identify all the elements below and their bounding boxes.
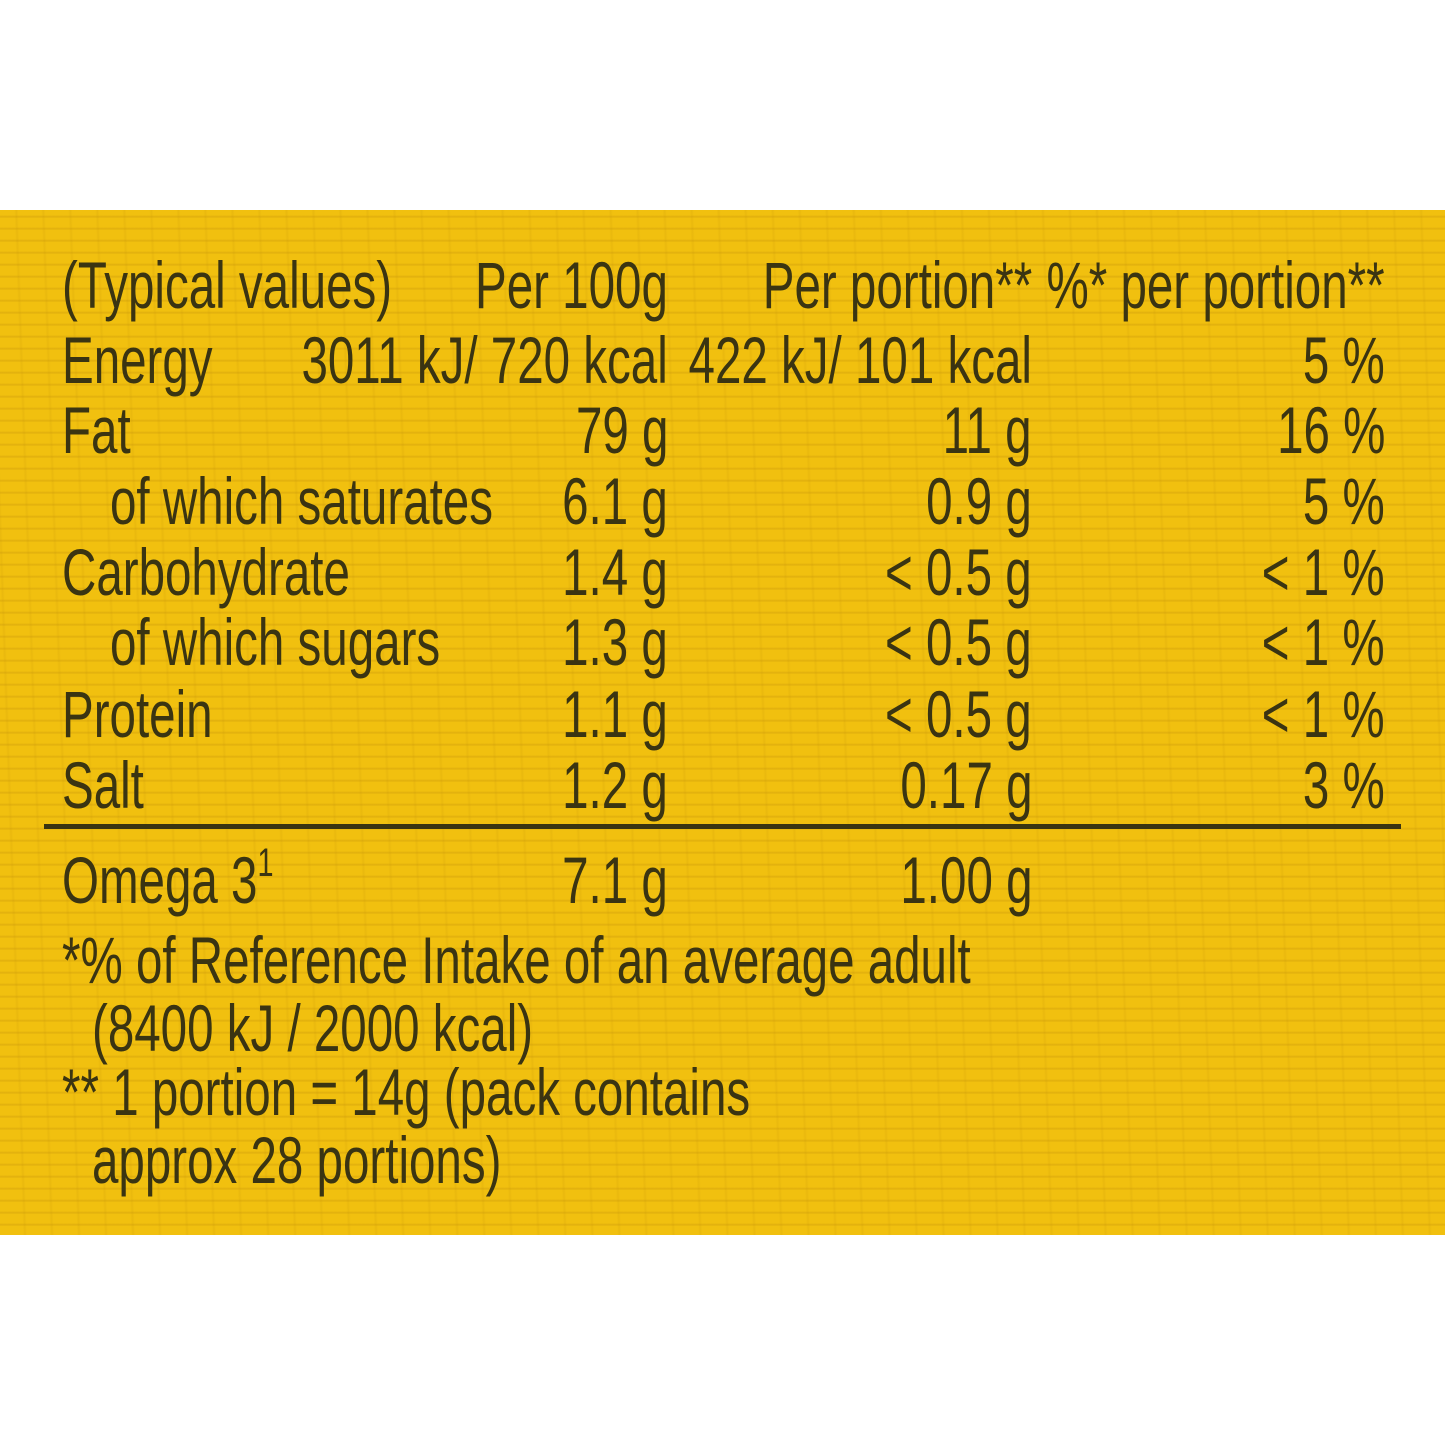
row-label-salt: Salt (62, 748, 144, 822)
fat-per-100g: 79 g (575, 393, 668, 467)
footnote-reference-intake: *% of Reference Intake of an average adu… (62, 923, 971, 997)
row-label-saturates: of which saturates (110, 464, 493, 538)
row-label-energy: Energy (62, 323, 213, 397)
divider-line (44, 824, 1401, 829)
sugars-per-100g: 1.3 g (562, 605, 668, 679)
row-label-protein: Protein (62, 677, 213, 751)
fat-percent: 16 % (1276, 393, 1385, 467)
protein-percent: < 1 % (1262, 677, 1385, 751)
salt-percent: 3 % (1303, 748, 1385, 822)
row-label-fat: Fat (62, 393, 131, 467)
header-percent-per-portion: %* per portion** (1046, 248, 1385, 322)
footnote-reference-intake-values: (8400 kJ / 2000 kcal) (92, 991, 534, 1065)
saturates-percent: 5 % (1303, 464, 1385, 538)
omega3-per-100g: 7.1 g (562, 843, 668, 917)
sugars-per-portion: < 0.5 g (885, 605, 1032, 679)
row-label-carbohydrate: Carbohydrate (62, 535, 350, 609)
protein-per-portion: < 0.5 g (885, 677, 1032, 751)
carbohydrate-percent: < 1 % (1262, 535, 1385, 609)
carbohydrate-per-100g: 1.4 g (562, 535, 668, 609)
energy-percent: 5 % (1303, 323, 1385, 397)
nutrition-label (0, 210, 1445, 1235)
footnote-portion-count: approx 28 portions) (92, 1123, 502, 1197)
sugars-percent: < 1 % (1262, 605, 1385, 679)
protein-per-100g: 1.1 g (562, 677, 668, 751)
fat-per-portion: 11 g (943, 393, 1032, 467)
salt-per-portion: 0.17 g (899, 748, 1032, 822)
row-label-omega3: Omega 31 (62, 841, 274, 917)
footnote-marker: 1 (257, 841, 274, 885)
footnote-portion-size: ** 1 portion = 14g (pack contains (62, 1055, 751, 1129)
row-label-sugars: of which sugars (110, 605, 441, 679)
energy-per-100g: 3011 kJ/ 720 kcal (301, 323, 668, 397)
saturates-per-portion: 0.9 g (926, 464, 1032, 538)
salt-per-100g: 1.2 g (562, 748, 668, 822)
header-per-100g: Per 100g (475, 248, 668, 322)
carbohydrate-per-portion: < 0.5 g (885, 535, 1032, 609)
energy-per-portion: 422 kJ/ 101 kcal (688, 323, 1032, 397)
header-typical-values: (Typical values) (62, 248, 393, 322)
omega3-per-portion: 1.00 g (899, 843, 1032, 917)
saturates-per-100g: 6.1 g (562, 464, 668, 538)
header-per-portion: Per portion** (762, 248, 1032, 322)
